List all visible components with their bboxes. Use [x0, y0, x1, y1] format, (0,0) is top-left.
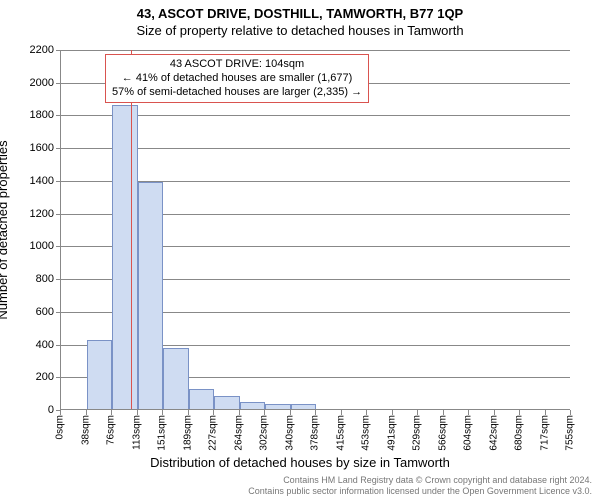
ytick-label: 0 [14, 404, 54, 416]
ytick-mark [56, 148, 61, 149]
xtick-label: 378sqm [310, 415, 321, 451]
xtick-label: 755sqm [565, 415, 576, 451]
xtick-label: 453sqm [361, 415, 372, 451]
histogram-bar [163, 348, 189, 409]
ytick-label: 800 [14, 273, 54, 285]
gridline [61, 50, 570, 51]
ytick-label: 600 [14, 306, 54, 318]
ytick-label: 2000 [14, 77, 54, 89]
ytick-label: 1000 [14, 240, 54, 252]
annotation-line: 43 ASCOT DRIVE: 104sqm [112, 58, 362, 72]
xtick-label: 113sqm [131, 415, 142, 450]
ytick-mark [56, 246, 61, 247]
ytick-label: 1400 [14, 175, 54, 187]
footer-line2: Contains public sector information licen… [248, 486, 592, 497]
ytick-mark [56, 279, 61, 280]
footer-line1: Contains HM Land Registry data © Crown c… [248, 475, 592, 486]
histogram-bar [214, 396, 240, 409]
histogram-bar [240, 402, 266, 409]
ytick-mark [56, 115, 61, 116]
xtick-label: 529sqm [412, 415, 423, 451]
ytick-label: 1800 [14, 109, 54, 121]
ytick-label: 200 [14, 371, 54, 383]
plot-area: 43 ASCOT DRIVE: 104sqm← 41% of detached … [60, 50, 570, 410]
ytick-mark [56, 50, 61, 51]
xtick-label: 38sqm [80, 415, 91, 445]
xtick-label: 264sqm [233, 415, 244, 451]
histogram-bar [112, 105, 138, 409]
xtick-label: 227sqm [208, 415, 219, 451]
histogram-bar [189, 389, 215, 409]
ytick-mark [56, 345, 61, 346]
ytick-label: 1200 [14, 208, 54, 220]
x-axis-label: Distribution of detached houses by size … [0, 455, 600, 470]
xtick-label: 415sqm [335, 415, 346, 451]
xtick-label: 680sqm [514, 415, 525, 451]
ytick-mark [56, 181, 61, 182]
annotation-line: ← 41% of detached houses are smaller (1,… [112, 72, 362, 86]
annotation-box: 43 ASCOT DRIVE: 104sqm← 41% of detached … [105, 54, 369, 103]
annotation-line: 57% of semi-detached houses are larger (… [112, 86, 362, 100]
ytick-label: 2200 [14, 44, 54, 56]
subject-marker-line [131, 50, 132, 409]
histogram-chart: 43 ASCOT DRIVE: 104sqm← 41% of detached … [60, 50, 570, 410]
y-axis-label: Number of detached properties [0, 140, 10, 319]
ytick-label: 400 [14, 339, 54, 351]
xtick-label: 604sqm [463, 415, 474, 451]
histogram-bar [87, 340, 113, 409]
ytick-label: 1600 [14, 142, 54, 154]
xtick-label: 151sqm [157, 415, 168, 451]
ytick-mark [56, 377, 61, 378]
page-title-desc: Size of property relative to detached ho… [0, 21, 600, 38]
xtick-label: 189sqm [182, 415, 193, 451]
footer-attribution: Contains HM Land Registry data © Crown c… [248, 475, 592, 497]
ytick-mark [56, 214, 61, 215]
xtick-label: 566sqm [437, 415, 448, 451]
xtick-label: 717sqm [539, 415, 550, 451]
xtick-label: 642sqm [488, 415, 499, 451]
xtick-label: 0sqm [55, 415, 66, 439]
xtick-label: 302sqm [259, 415, 270, 451]
ytick-mark [56, 83, 61, 84]
xtick-label: 76sqm [106, 415, 117, 445]
xtick-label: 340sqm [284, 415, 295, 451]
ytick-mark [56, 312, 61, 313]
histogram-bar [265, 404, 291, 409]
histogram-bar [291, 404, 317, 409]
page-title-address: 43, ASCOT DRIVE, DOSTHILL, TAMWORTH, B77… [0, 0, 600, 21]
histogram-bar [138, 182, 164, 409]
xtick-label: 491sqm [386, 415, 397, 451]
